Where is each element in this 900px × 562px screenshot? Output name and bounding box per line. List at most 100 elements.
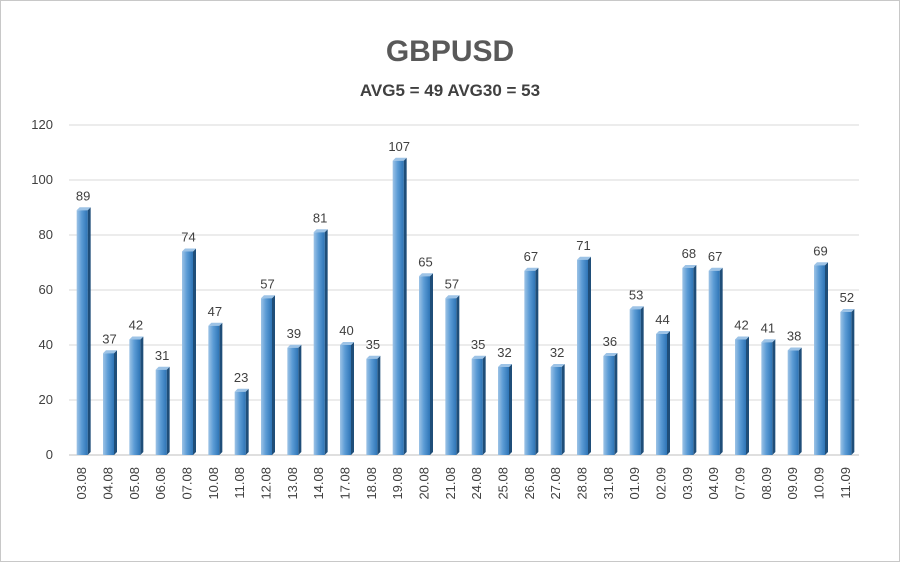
bar-side [482, 355, 486, 455]
bar-side [324, 229, 328, 455]
bar-side [535, 267, 539, 455]
x-tick-label: 25.08 [496, 467, 511, 500]
x-tick-label: 11.09 [838, 467, 853, 499]
data-label: 53 [629, 287, 643, 302]
data-label: 37 [102, 331, 116, 346]
x-tick-label: 17.08 [338, 467, 353, 500]
x-tick-label: 03.09 [680, 467, 695, 500]
data-label: 35 [471, 337, 485, 352]
bar-top [708, 267, 723, 271]
bar-front [103, 353, 114, 455]
bar-top [392, 157, 407, 161]
data-label: 68 [682, 246, 696, 261]
chart-title: GBPUSD [386, 35, 514, 68]
bar [498, 364, 512, 455]
data-label: 89 [76, 188, 90, 203]
x-tick-label: 02.09 [654, 467, 669, 500]
x-tick-label: 05.08 [127, 467, 142, 500]
bar-front [471, 358, 483, 455]
data-label: 47 [208, 304, 222, 319]
bar-side [825, 262, 828, 455]
bar-front [577, 259, 588, 455]
bar-front [129, 339, 141, 455]
bar-front [498, 367, 509, 455]
bar-side [298, 344, 302, 455]
data-label: 52 [840, 290, 854, 305]
y-tick-label: 100 [31, 172, 53, 187]
bar [656, 331, 670, 455]
x-tick-label: 04.09 [706, 467, 721, 500]
x-tick-label: 08.09 [759, 467, 774, 500]
data-label: 42 [129, 318, 143, 333]
bar-side [351, 342, 354, 455]
x-tick-label: 18.08 [364, 467, 379, 500]
x-tick-label: 07.08 [180, 467, 195, 500]
bar-top [76, 207, 91, 211]
data-label: 71 [576, 238, 590, 253]
bar-side [798, 347, 802, 455]
bar [392, 157, 407, 455]
bar-top [419, 273, 433, 277]
bar [629, 306, 644, 455]
bar-top [603, 353, 618, 356]
data-label: 35 [366, 337, 380, 352]
bar-side [219, 322, 223, 455]
bar-front [392, 160, 404, 455]
data-label: 69 [813, 243, 827, 258]
bar-front [629, 309, 641, 455]
bar-side [588, 256, 591, 455]
bar-side [403, 157, 407, 455]
bar [129, 336, 144, 455]
bar [550, 364, 565, 455]
bar-top [682, 265, 697, 268]
data-label: 65 [418, 254, 432, 269]
bar [103, 350, 117, 455]
bar-top [261, 295, 275, 299]
bar [313, 229, 328, 455]
bar [340, 342, 354, 455]
x-tick-label: 19.08 [390, 467, 405, 500]
data-label: 39 [287, 326, 301, 341]
bar-top [208, 322, 223, 326]
bar [76, 207, 91, 455]
data-label: 67 [524, 249, 538, 264]
y-tick-label: 120 [31, 117, 53, 132]
bar-front [313, 232, 325, 455]
bar-front [656, 334, 667, 455]
bar [603, 353, 618, 455]
bar [261, 295, 275, 455]
bar-side [456, 295, 460, 455]
bar [287, 344, 302, 455]
bar-side [561, 364, 565, 455]
x-tick-label: 27.08 [548, 467, 563, 500]
bar-side [87, 207, 91, 455]
y-tick-label: 60 [39, 282, 53, 297]
data-label: 81 [313, 210, 327, 225]
bar-side [193, 248, 196, 455]
x-tick-label: 06.08 [153, 467, 168, 500]
bar [524, 267, 539, 455]
bar-top [471, 355, 486, 359]
bar-side [746, 336, 749, 455]
bar-front [787, 350, 799, 455]
x-axis-ticks: 03.08 04.08 05.08 06.08 07.08 10.08 11.08 12.08… [74, 467, 853, 500]
bar-top [366, 355, 381, 359]
bar-front [261, 298, 272, 455]
x-tick-label: 09.09 [785, 467, 800, 500]
bar-top [577, 256, 591, 260]
bar-top [735, 336, 749, 340]
bar-front [287, 347, 299, 455]
bar-top [840, 309, 855, 312]
bar-side [719, 267, 723, 455]
bar [419, 273, 433, 455]
bar-side [430, 273, 433, 455]
x-tick-label: 31.08 [601, 467, 616, 500]
bar-top [498, 364, 512, 367]
bar-side [245, 388, 249, 455]
bar [577, 256, 591, 455]
bar-top [103, 350, 117, 354]
bar-top [524, 267, 539, 271]
bar-top [629, 306, 644, 310]
